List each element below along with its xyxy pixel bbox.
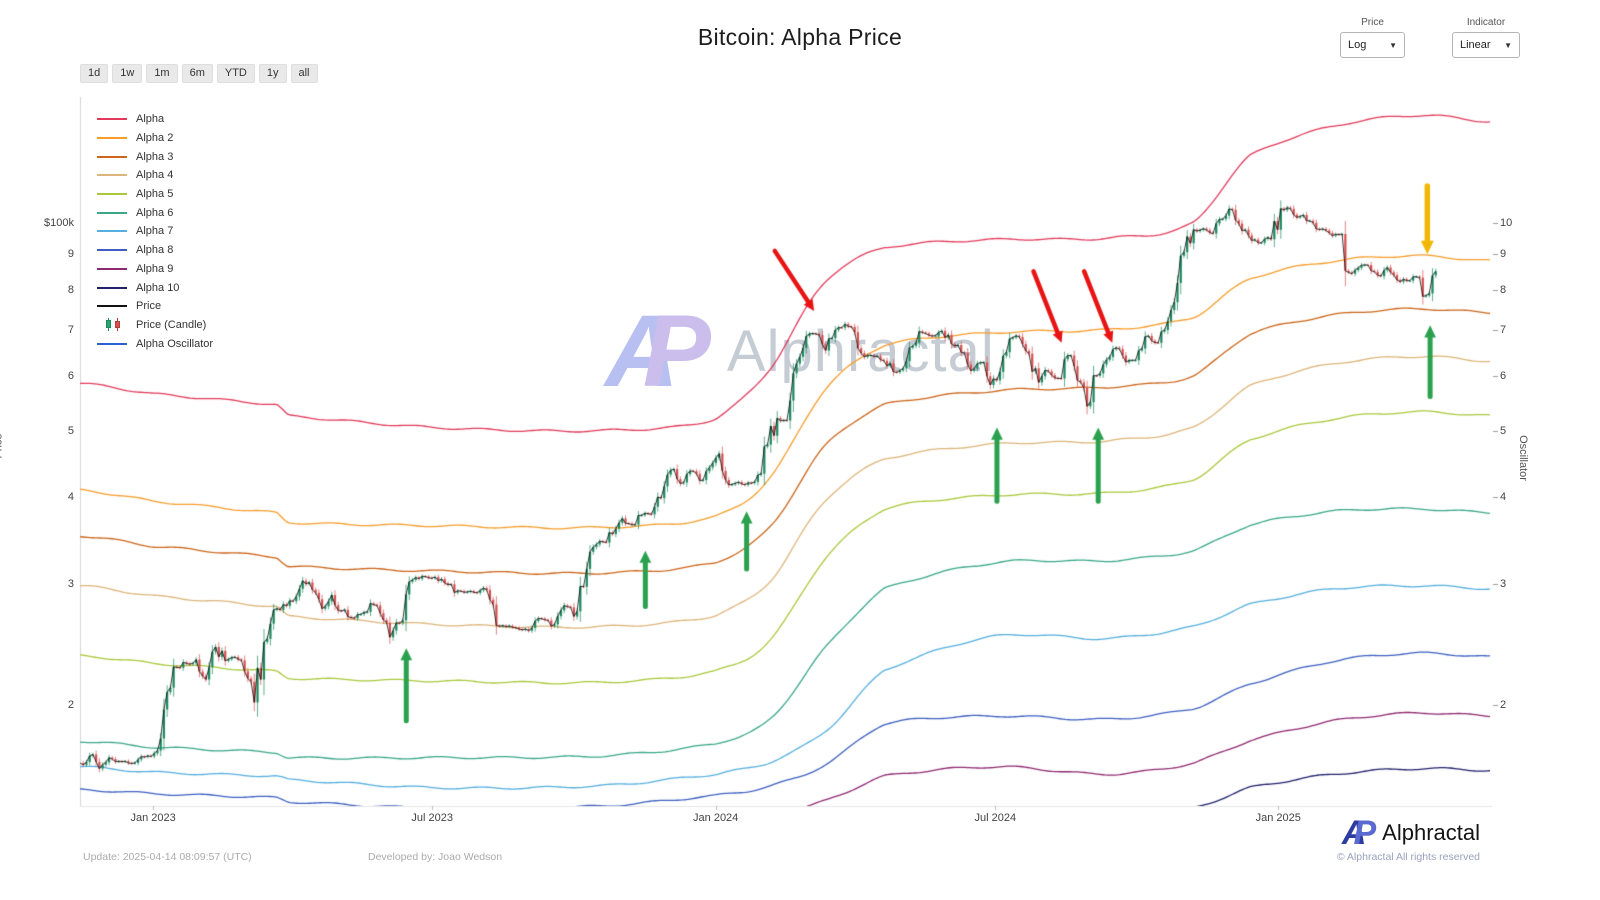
legend-swatch bbox=[97, 137, 127, 140]
copyright: © Alphractal All rights reserved bbox=[1336, 851, 1480, 863]
x-tick-label: Jul 2024 bbox=[974, 812, 1017, 824]
range-button-6m[interactable]: 6m bbox=[181, 64, 213, 83]
legend-item-price[interactable]: Price bbox=[97, 297, 213, 316]
price-tick-label: 6 bbox=[67, 369, 74, 382]
legend-item-price-candle[interactable]: Price (Candle) bbox=[97, 316, 213, 335]
legend-label: Price (Candle) bbox=[136, 318, 207, 331]
legend-swatch bbox=[97, 230, 127, 233]
legend-swatch bbox=[97, 211, 127, 214]
legend-swatch bbox=[97, 174, 127, 177]
oscillator-tick-label: 6 bbox=[1500, 369, 1507, 382]
range-button-1m[interactable]: 1m bbox=[146, 64, 178, 83]
legend-swatch bbox=[97, 193, 127, 196]
page-title: Bitcoin: Alpha Price bbox=[697, 24, 903, 50]
x-tick-label: Jan 2024 bbox=[693, 812, 739, 824]
legend-item-alpha-3[interactable]: Alpha 3 bbox=[97, 147, 213, 166]
legend-label: Alpha 2 bbox=[136, 132, 174, 145]
legend-label: Alpha Oscillator bbox=[136, 337, 214, 350]
legend-item-alpha-6[interactable]: Alpha 6 bbox=[97, 203, 213, 222]
legend-swatch bbox=[97, 249, 127, 252]
price-tick-label: 3 bbox=[67, 577, 74, 590]
price-tick-label: 7 bbox=[67, 323, 74, 336]
range-buttons: 1d 1w 1m 6m YTD 1y all bbox=[80, 64, 318, 83]
legend-swatch bbox=[97, 342, 127, 345]
legend-swatch bbox=[97, 267, 127, 270]
range-button-ytd[interactable]: YTD bbox=[216, 64, 255, 83]
developer-credit: Developed by: Joao Wedson bbox=[368, 851, 503, 863]
legend-item-alpha-oscillator[interactable]: Alpha Oscillator bbox=[97, 334, 213, 353]
range-button-1w[interactable]: 1w bbox=[112, 64, 143, 83]
range-button-1d[interactable]: 1d bbox=[80, 64, 109, 83]
caret-down-icon: ▼ bbox=[1504, 40, 1512, 50]
indicator-select[interactable]: Linear ▼ bbox=[1452, 32, 1520, 58]
price-tick-label: 5 bbox=[67, 424, 74, 437]
legend-item-alpha-9[interactable]: Alpha 9 bbox=[97, 260, 213, 279]
indicator-value: Linear bbox=[1460, 39, 1491, 51]
price-scale-select[interactable]: Log ▼ bbox=[1340, 32, 1405, 58]
price-scale-value: Log bbox=[1348, 39, 1367, 51]
brand-name: Alphractal bbox=[1382, 820, 1480, 845]
legend-swatch bbox=[97, 155, 127, 158]
legend-item-alpha-4[interactable]: Alpha 4 bbox=[97, 166, 213, 185]
oscillator-tick-label: 7 bbox=[1500, 323, 1507, 336]
update-timestamp: Update: 2025-04-14 08:09:57 (UTC) bbox=[83, 851, 252, 863]
legend-swatch bbox=[97, 286, 127, 289]
legend-label: Alpha 5 bbox=[136, 188, 174, 201]
oscillator-tick-label: 4 bbox=[1500, 491, 1507, 504]
legend-label: Alpha 6 bbox=[136, 206, 174, 219]
caret-down-icon: ▼ bbox=[1389, 40, 1397, 50]
oscillator-tick-label: 8 bbox=[1500, 283, 1507, 296]
legend-swatch bbox=[97, 118, 127, 121]
legend-label: Alpha bbox=[136, 113, 165, 126]
brand-logo-p: P bbox=[1353, 814, 1377, 852]
price-scale-control: Price Log ▼ bbox=[1340, 17, 1405, 58]
legend-item-alpha-10[interactable]: Alpha 10 bbox=[97, 278, 213, 297]
candle-icon bbox=[97, 318, 127, 332]
legend-item-alpha-5[interactable]: Alpha 5 bbox=[97, 185, 213, 204]
indicator-control: Indicator Linear ▼ bbox=[1452, 17, 1520, 58]
legend-item-alpha[interactable]: Alpha bbox=[97, 110, 213, 129]
price-tick-label: 9 bbox=[67, 248, 74, 261]
legend-label: Price bbox=[136, 300, 162, 313]
price-tick-label: 8 bbox=[67, 283, 74, 296]
legend-label: Alpha 3 bbox=[136, 150, 174, 163]
oscillator-tick-label: 9 bbox=[1500, 248, 1507, 261]
oscillator-tick-label: 2 bbox=[1500, 699, 1507, 712]
oscillator-axis-title: Oscillator bbox=[1516, 435, 1529, 481]
legend-label: Alpha 9 bbox=[136, 262, 174, 275]
x-tick-label: Jan 2025 bbox=[1255, 812, 1301, 824]
chart-legend: Alpha Alpha 2 Alpha 3 Alpha 4 Alpha 5 Alpha 6… bbox=[97, 110, 213, 353]
range-button-all[interactable]: all bbox=[290, 64, 318, 83]
legend-label: Alpha 4 bbox=[136, 169, 174, 182]
range-button-1y[interactable]: 1y bbox=[258, 64, 287, 83]
legend-item-alpha-2[interactable]: Alpha 2 bbox=[97, 129, 213, 148]
oscillator-tick-label: 5 bbox=[1500, 424, 1507, 437]
price-axis-title: Price bbox=[0, 433, 5, 459]
price-tick-label: $100k bbox=[44, 216, 74, 229]
x-tick-label: Jul 2023 bbox=[411, 812, 453, 824]
legend-label: Alpha 8 bbox=[136, 244, 174, 257]
price-tick-label: 2 bbox=[67, 699, 74, 712]
legend-label: Alpha 7 bbox=[136, 225, 174, 238]
oscillator-tick-label: 3 bbox=[1500, 577, 1507, 590]
price-tick-label: 4 bbox=[67, 491, 74, 504]
oscillator-tick-label: 10 bbox=[1500, 216, 1513, 229]
x-tick-label: Jan 2023 bbox=[130, 812, 176, 824]
legend-item-alpha-8[interactable]: Alpha 8 bbox=[97, 241, 213, 260]
legend-swatch bbox=[97, 305, 127, 308]
indicator-control-label: Indicator bbox=[1466, 17, 1506, 28]
legend-item-alpha-7[interactable]: Alpha 7 bbox=[97, 222, 213, 241]
brand-logo-a: A bbox=[1341, 814, 1367, 852]
legend-label: Alpha 10 bbox=[136, 281, 180, 294]
price-control-label: Price bbox=[1361, 17, 1384, 28]
